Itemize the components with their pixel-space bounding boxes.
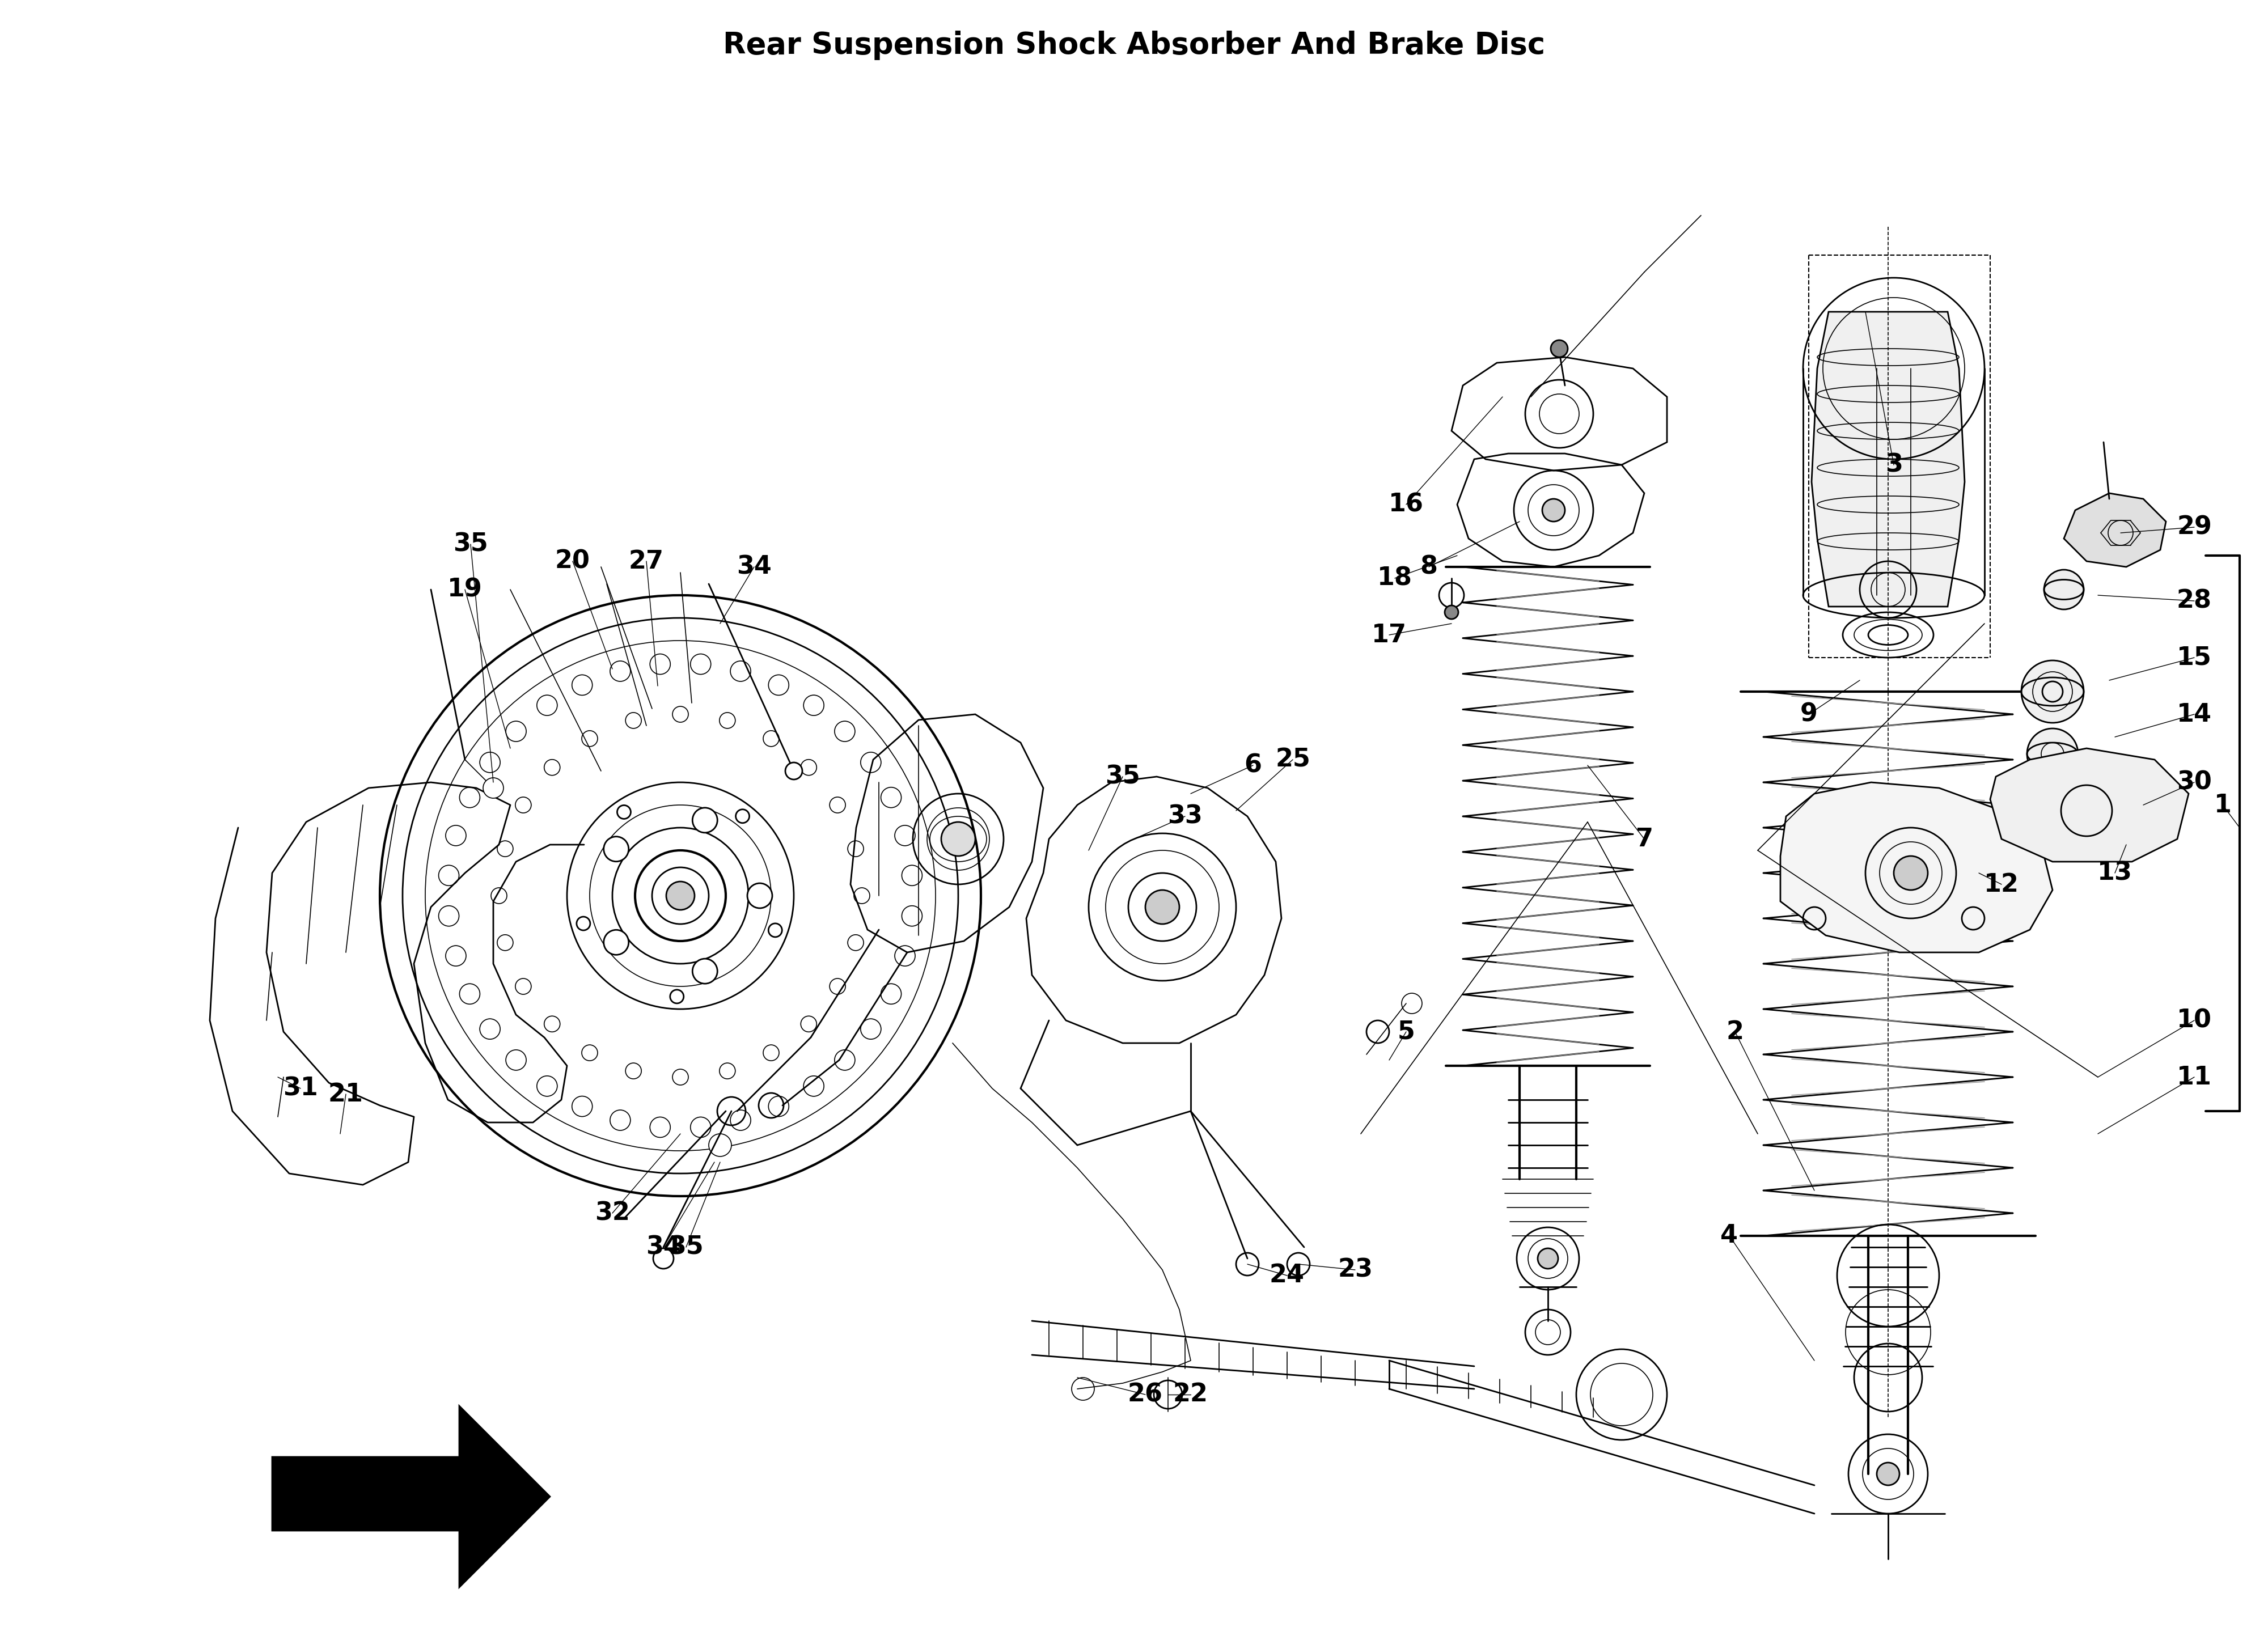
Text: 10: 10 (2177, 1008, 2211, 1032)
Circle shape (1440, 582, 1465, 608)
Text: 23: 23 (1338, 1258, 1372, 1282)
Circle shape (941, 822, 975, 857)
Circle shape (1542, 498, 1565, 521)
Circle shape (692, 958, 717, 983)
Text: 11: 11 (2177, 1065, 2211, 1090)
Text: 12: 12 (1984, 873, 2019, 896)
Circle shape (1445, 605, 1458, 620)
Circle shape (603, 837, 628, 861)
Circle shape (603, 931, 628, 955)
Text: 9: 9 (1801, 702, 1817, 727)
Circle shape (708, 1134, 730, 1156)
Text: 20: 20 (556, 549, 590, 574)
Text: 18: 18 (1377, 566, 1413, 590)
Circle shape (1236, 1253, 1259, 1276)
Text: 7: 7 (1635, 827, 1653, 852)
Circle shape (2021, 661, 2084, 723)
Text: 27: 27 (628, 549, 665, 574)
Text: 6: 6 (1245, 753, 1261, 778)
Text: 3: 3 (1885, 452, 1903, 477)
Circle shape (1894, 857, 1928, 889)
Text: 35: 35 (454, 533, 488, 556)
Circle shape (1145, 889, 1179, 924)
Circle shape (2043, 570, 2084, 610)
Circle shape (785, 763, 803, 779)
Text: 16: 16 (1388, 492, 1424, 516)
Polygon shape (272, 1406, 549, 1588)
Text: 35: 35 (669, 1235, 703, 1259)
Text: 4: 4 (1721, 1223, 1737, 1248)
Circle shape (1288, 1253, 1311, 1276)
Circle shape (1365, 1021, 1388, 1042)
Circle shape (748, 883, 771, 907)
Circle shape (653, 1248, 674, 1269)
Text: 31: 31 (284, 1077, 318, 1100)
Text: 13: 13 (2098, 861, 2132, 884)
Text: 17: 17 (1372, 623, 1406, 648)
Text: 25: 25 (1275, 748, 1311, 771)
Circle shape (667, 881, 694, 909)
Text: 26: 26 (1127, 1383, 1163, 1407)
Polygon shape (1991, 748, 2189, 861)
Text: Rear Suspension Shock Absorber And Brake Disc: Rear Suspension Shock Absorber And Brake… (723, 31, 1545, 61)
Circle shape (483, 778, 503, 799)
Text: 8: 8 (1420, 554, 1438, 579)
Text: 14: 14 (2177, 702, 2211, 727)
Circle shape (1538, 1248, 1558, 1269)
Text: 19: 19 (447, 577, 483, 602)
Text: 29: 29 (2177, 515, 2211, 539)
Text: 33: 33 (1168, 804, 1202, 829)
Text: 34: 34 (737, 554, 771, 579)
Text: 2: 2 (1726, 1019, 1744, 1044)
Text: 28: 28 (2177, 589, 2211, 613)
Circle shape (1551, 340, 1567, 357)
Text: 24: 24 (1270, 1263, 1304, 1287)
Text: 35: 35 (1105, 764, 1141, 789)
Text: 5: 5 (1397, 1019, 1415, 1044)
Text: 15: 15 (2177, 646, 2211, 669)
Text: 34: 34 (646, 1235, 680, 1259)
Text: 21: 21 (329, 1082, 363, 1106)
Polygon shape (2064, 493, 2166, 567)
Text: 1: 1 (2214, 792, 2232, 817)
Circle shape (1154, 1381, 1182, 1409)
Text: 32: 32 (594, 1202, 631, 1225)
Circle shape (635, 850, 726, 940)
Text: 30: 30 (2177, 769, 2211, 794)
Circle shape (692, 807, 717, 834)
Circle shape (1878, 1463, 1901, 1485)
Polygon shape (1812, 312, 1964, 607)
Text: 22: 22 (1173, 1383, 1209, 1407)
Polygon shape (1780, 783, 2053, 952)
Circle shape (2028, 728, 2077, 779)
